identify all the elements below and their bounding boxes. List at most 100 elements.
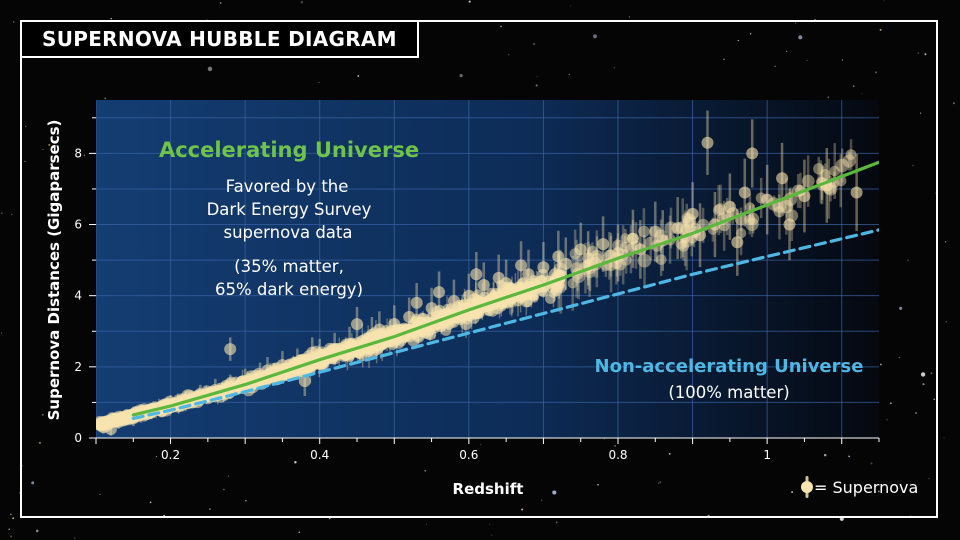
star (74, 537, 76, 539)
annotation-favored-line2: Dark Energy Survey (207, 200, 372, 219)
star (8, 528, 10, 530)
star (24, 125, 27, 128)
supernova-point (675, 238, 687, 250)
star (42, 148, 44, 150)
supernova-point (574, 243, 587, 256)
supernova-point (723, 200, 736, 213)
annotation-non-accelerating-title: Non-accelerating Universe (595, 356, 864, 377)
supernova-point (328, 343, 341, 356)
star (928, 478, 930, 480)
star (459, 74, 463, 78)
star (898, 357, 900, 359)
supernova-point (489, 287, 503, 301)
supernova-point (714, 203, 727, 215)
star (786, 50, 788, 52)
star (300, 0, 304, 4)
star (592, 34, 598, 39)
supernova-point (779, 199, 794, 214)
star (83, 154, 86, 157)
supernova-point (671, 222, 684, 235)
supernova-point (410, 296, 423, 309)
annotation-favored-line3: supernova data (223, 223, 352, 242)
star (774, 65, 776, 68)
star (209, 508, 211, 510)
supernova-point (701, 136, 714, 149)
x-tick-label: 0.8 (608, 448, 627, 462)
star (19, 492, 21, 494)
star (870, 462, 873, 465)
star (13, 21, 15, 23)
star (886, 419, 888, 421)
star (944, 241, 947, 243)
star (823, 453, 827, 457)
star (907, 259, 909, 262)
star (933, 398, 935, 400)
star (737, 39, 740, 42)
star (11, 213, 13, 216)
supernova-point (276, 359, 289, 372)
supernova-point (783, 218, 796, 231)
star (328, 517, 331, 520)
supernova-point (680, 235, 693, 248)
supernova-point (746, 147, 759, 160)
supernova-point (845, 149, 857, 161)
star (910, 515, 912, 517)
supernova-marker-icon (801, 476, 813, 498)
supernova-point (261, 364, 274, 377)
supernova-point (591, 252, 603, 265)
y-tick-label: 6 (74, 218, 82, 232)
supernova-point (773, 206, 786, 218)
star (614, 445, 616, 447)
supernova-point (731, 236, 744, 249)
star (357, 75, 360, 77)
star (294, 461, 297, 464)
supernova-point (559, 257, 572, 270)
star (227, 475, 230, 478)
star (952, 102, 955, 105)
supernova-point (776, 172, 789, 185)
star (533, 43, 535, 45)
supernova-point (597, 238, 610, 251)
star (176, 452, 178, 453)
legend-label: = Supernova (814, 477, 919, 497)
model-lines (131, 160, 879, 420)
star (877, 490, 880, 493)
star (104, 97, 107, 100)
star (219, 2, 222, 4)
y-tick-label: 8 (74, 146, 82, 160)
supernova-point (104, 423, 117, 436)
star (38, 441, 41, 444)
star (749, 33, 752, 35)
supernova-point (388, 318, 401, 331)
star (48, 143, 51, 146)
star (536, 75, 538, 77)
star (945, 321, 947, 323)
supernova-point (298, 375, 311, 388)
y-tick-label: 4 (74, 289, 82, 303)
legend: = Supernova (800, 474, 918, 500)
star (899, 306, 903, 310)
star (424, 470, 427, 472)
star (555, 521, 558, 524)
supernova-point (649, 225, 662, 238)
star (535, 84, 538, 87)
supernova-point (744, 214, 756, 226)
supernova-point (745, 217, 759, 231)
supernova-point (614, 258, 627, 271)
supernova-point (224, 343, 237, 356)
supernova-point (850, 186, 863, 199)
star (798, 35, 803, 40)
star (919, 112, 922, 114)
star (24, 160, 26, 163)
supernova-point (677, 240, 690, 252)
star (540, 499, 543, 502)
star (912, 164, 914, 167)
supernova-point (555, 282, 567, 294)
supernova-point (112, 416, 125, 428)
star (920, 372, 926, 377)
supernova-point (343, 337, 356, 350)
chart-frame (20, 20, 938, 518)
star (917, 52, 919, 54)
supernova-point (537, 285, 550, 298)
star (879, 28, 882, 31)
